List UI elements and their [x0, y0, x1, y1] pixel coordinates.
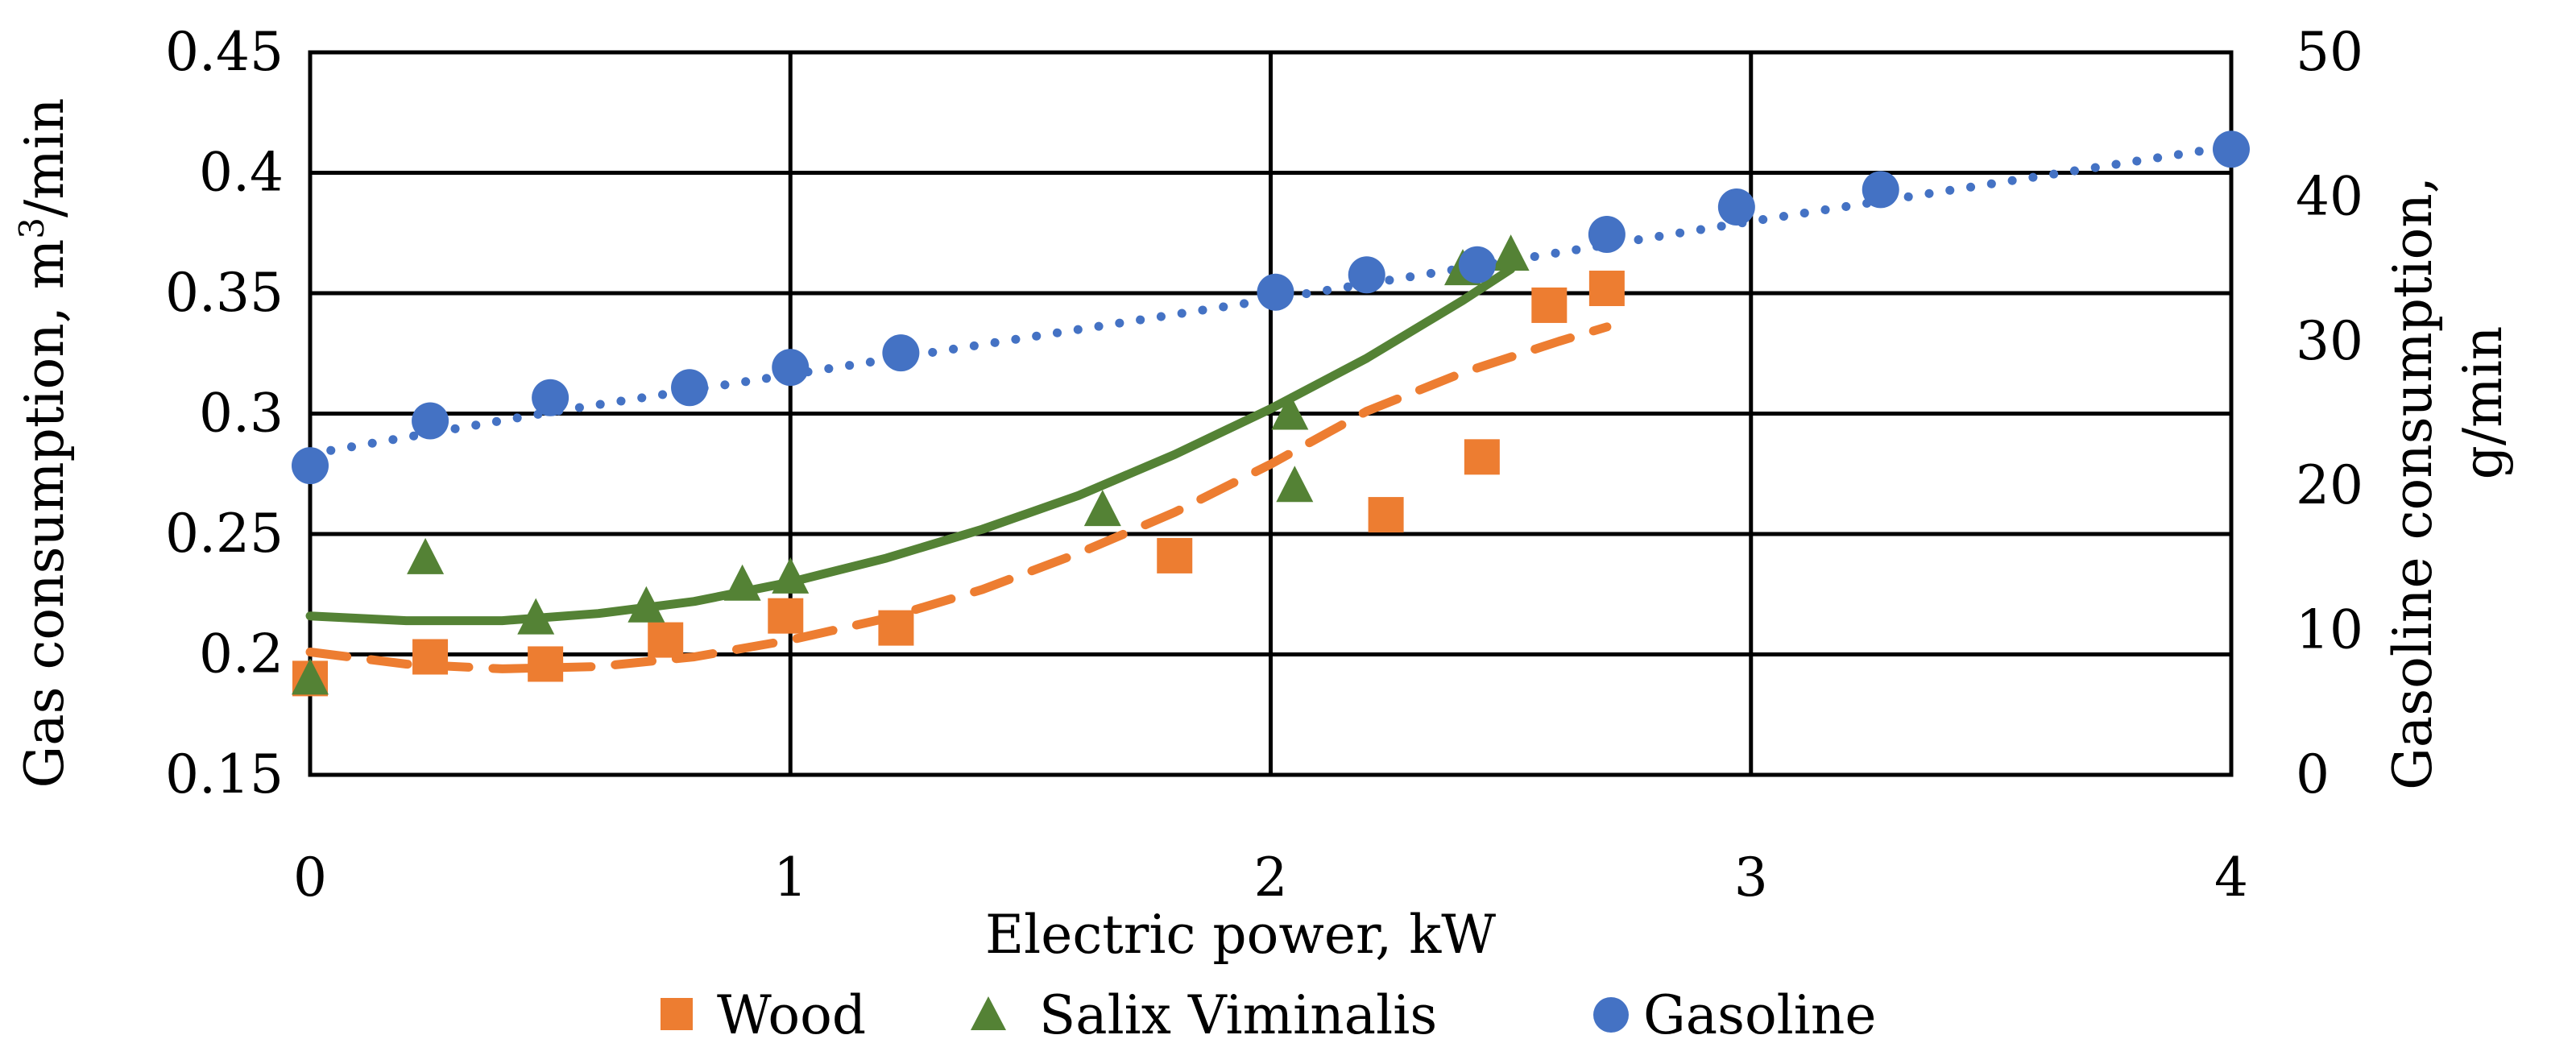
- data-point-wood: [1531, 287, 1568, 323]
- x-tick-label: 3: [1734, 847, 1768, 909]
- data-point-wood: [1588, 271, 1625, 307]
- plot-grid: [308, 50, 2234, 777]
- trendline-salix-viminalis: [305, 264, 1516, 626]
- data-point-wood: [878, 610, 914, 646]
- data-point-wood: [648, 622, 684, 658]
- left-y-tick-label: 0.4: [199, 142, 284, 204]
- data-point-gasoline: [2213, 130, 2250, 168]
- data-point-wood: [1464, 439, 1500, 475]
- trendline-gasoline: [305, 142, 2236, 459]
- data-points: [292, 130, 2250, 697]
- right-y-tick-label: 50: [2296, 21, 2363, 83]
- legend-item-gasoline: Gasoline: [1593, 984, 1876, 1046]
- data-point-gasoline: [671, 369, 709, 407]
- legend-marker-wood: [661, 998, 693, 1030]
- x-tick-label: 4: [2214, 847, 2248, 909]
- legend-label-gasoline: Gasoline: [1643, 984, 1876, 1046]
- x-tick-label: 0: [293, 847, 327, 909]
- data-point-gasoline: [772, 349, 810, 387]
- right-y-tick-label: 10: [2296, 599, 2363, 661]
- data-point-wood: [1157, 537, 1193, 573]
- x-axis-title: Electric power, kW: [985, 904, 1496, 966]
- x-tick-label: 2: [1254, 847, 1288, 909]
- right-y-tick-label: 30: [2296, 310, 2363, 372]
- data-point-gasoline: [1348, 256, 1385, 294]
- data-point-salix-viminalis: [772, 557, 810, 594]
- data-point-salix-viminalis: [627, 586, 665, 623]
- data-point-gasoline: [532, 379, 569, 416]
- data-point-gasoline: [1257, 273, 1294, 311]
- data-point-wood: [528, 646, 564, 682]
- right-axis-title-line2: g/min: [2452, 326, 2514, 480]
- left-y-tick-label: 0.15: [165, 743, 284, 805]
- left-y-tick-label: 0.45: [165, 21, 284, 83]
- data-point-salix-viminalis: [1276, 466, 1314, 503]
- data-point-salix-viminalis: [1492, 234, 1530, 271]
- legend-label-salix-viminalis: Salix Viminalis: [1039, 984, 1437, 1046]
- data-point-salix-viminalis: [407, 537, 445, 574]
- right-y-tick-label: 20: [2296, 454, 2363, 516]
- data-point-gasoline: [1458, 246, 1496, 284]
- data-point-gasoline: [1862, 171, 1899, 209]
- data-point-gasoline: [292, 447, 329, 485]
- data-point-gasoline: [1717, 188, 1755, 226]
- left-y-tick-label: 0.2: [199, 623, 284, 685]
- right-y-tick-label: 0: [2296, 743, 2330, 805]
- left-axis-title: Gas consumption, m3/min: [12, 98, 77, 789]
- left-y-tick-label: 0.25: [165, 503, 284, 565]
- data-point-salix-viminalis: [1083, 490, 1121, 527]
- data-point-wood: [412, 639, 449, 675]
- data-point-gasoline: [882, 334, 920, 372]
- left-y-tick-label: 0.3: [199, 383, 284, 445]
- data-point-gasoline: [412, 402, 449, 440]
- data-point-wood: [768, 598, 804, 634]
- data-point-salix-viminalis: [723, 564, 761, 601]
- left-y-tick-label: 0.35: [165, 262, 284, 324]
- data-point-salix-viminalis: [292, 658, 329, 695]
- legend-marker-salix-viminalis: [971, 996, 1006, 1030]
- right-y-tick-label: 40: [2296, 165, 2363, 227]
- x-tick-label: 1: [773, 847, 807, 909]
- legend-marker-gasoline: [1593, 997, 1629, 1033]
- data-point-salix-viminalis: [1271, 393, 1309, 430]
- legend: Wood Salix Viminalis Gasoline: [661, 984, 1876, 1046]
- legend-item-wood: Wood: [661, 984, 866, 1046]
- tick-labels: 0 1 2 3 4 0.15 0.2 0.25 0.3 0.35 0.4 0.45 0 10 20 30 40 5…: [165, 21, 2363, 909]
- data-point-gasoline: [1588, 216, 1626, 254]
- data-point-wood: [1368, 497, 1404, 533]
- right-axis-title-line1: Gasoline consumption,: [2382, 176, 2444, 790]
- data-point-salix-viminalis: [517, 598, 555, 635]
- legend-item-salix-viminalis: Salix Viminalis: [971, 984, 1437, 1046]
- legend-label-wood: Wood: [717, 984, 866, 1046]
